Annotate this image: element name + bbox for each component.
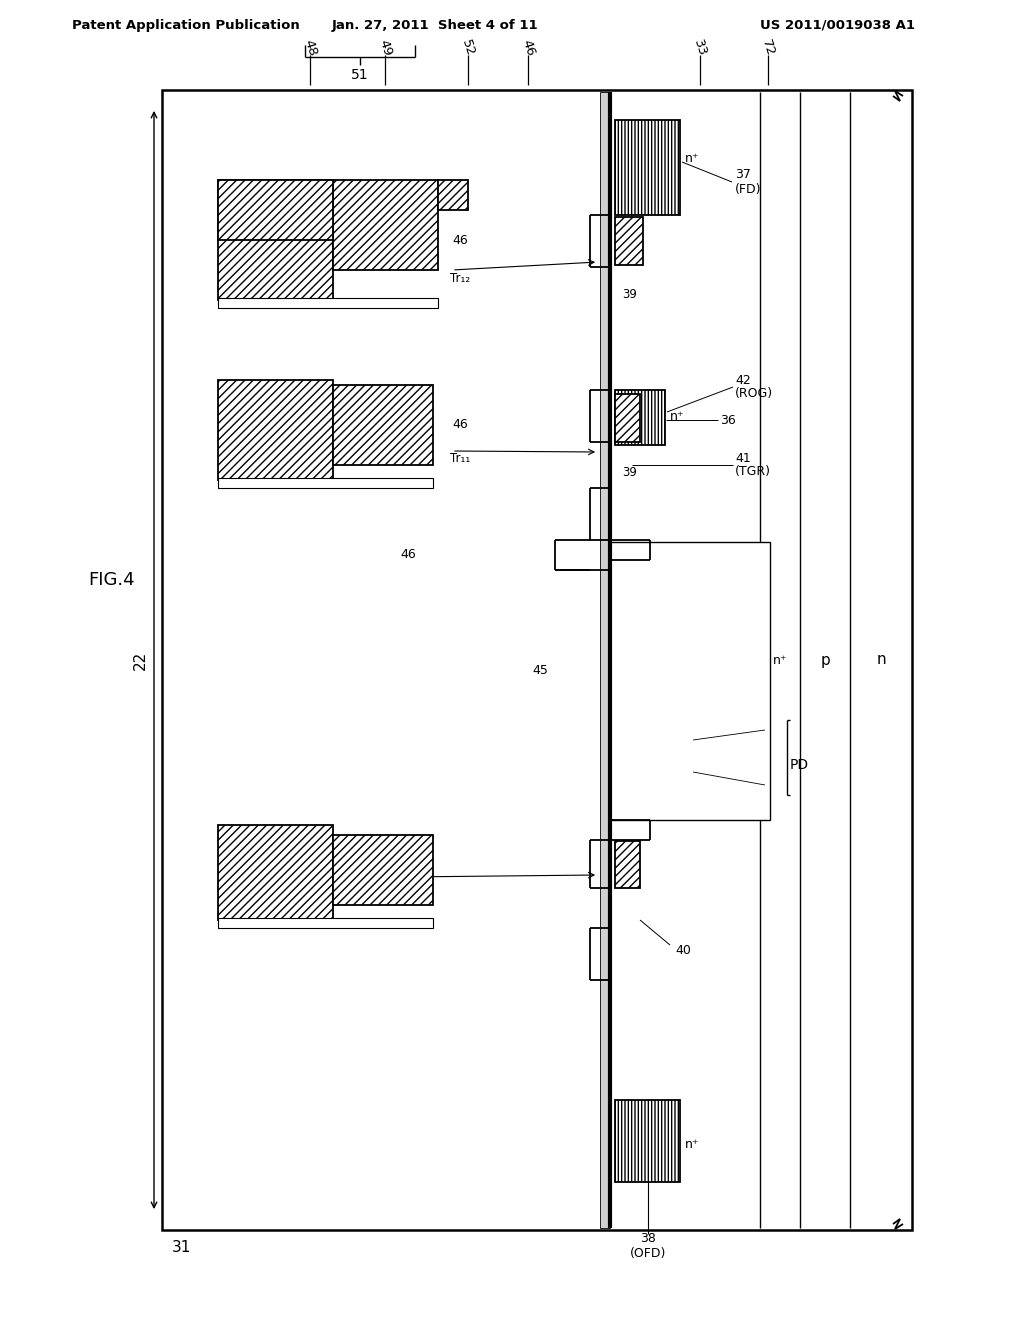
Bar [218, 298, 438, 308]
Text: US 2011/0019038 A1: US 2011/0019038 A1 [760, 18, 915, 32]
Text: 46: 46 [452, 234, 468, 247]
Text: FIG.4: FIG.4 [88, 572, 134, 589]
Text: 22: 22 [132, 651, 147, 669]
Text: 46: 46 [519, 38, 537, 58]
Bar [600, 92, 610, 1228]
Bar [615, 841, 640, 888]
Bar [218, 180, 333, 300]
Text: 38: 38 [640, 1232, 656, 1245]
Text: 46: 46 [400, 858, 416, 871]
Bar [218, 180, 333, 240]
Text: 37: 37 [735, 169, 751, 181]
Bar [615, 393, 640, 442]
Text: 48: 48 [301, 38, 318, 58]
Text: 43: 43 [225, 883, 241, 896]
Text: 36: 36 [720, 413, 736, 426]
Text: 41: 41 [735, 451, 751, 465]
Bar [162, 90, 912, 1230]
Text: Jan. 27, 2011  Sheet 4 of 11: Jan. 27, 2011 Sheet 4 of 11 [332, 18, 539, 32]
Text: n⁺: n⁺ [685, 152, 699, 165]
Text: 34: 34 [695, 766, 711, 779]
Bar [333, 180, 438, 271]
Text: 35: 35 [695, 734, 711, 747]
Bar [615, 389, 665, 445]
Text: (FD): (FD) [735, 183, 762, 197]
Bar [438, 180, 468, 210]
Text: Tr₁₂: Tr₁₂ [450, 272, 470, 285]
Bar [615, 1100, 680, 1181]
Text: 40: 40 [675, 944, 691, 957]
Text: 46: 46 [400, 549, 416, 561]
Text: 39: 39 [622, 289, 637, 301]
Bar [218, 478, 433, 488]
Text: (ROG): (ROG) [735, 388, 773, 400]
Bar [218, 917, 433, 928]
Text: 31: 31 [172, 1241, 191, 1255]
Text: (OFD): (OFD) [630, 1246, 667, 1259]
Bar [164, 92, 910, 1228]
Text: 39: 39 [622, 466, 637, 479]
Bar [333, 836, 433, 906]
Text: 49: 49 [376, 38, 394, 58]
Bar [218, 825, 333, 920]
Bar [610, 92, 910, 1228]
Text: Patent Application Publication: Patent Application Publication [72, 18, 300, 32]
Text: Tr₁₆: Tr₁₆ [400, 876, 420, 890]
Bar [218, 380, 333, 480]
Bar [610, 543, 770, 820]
Text: 72: 72 [759, 38, 777, 58]
Text: 51: 51 [351, 69, 369, 82]
Text: (TGR): (TGR) [735, 466, 771, 479]
Text: PD: PD [790, 758, 809, 772]
Bar [615, 120, 680, 215]
Text: 33: 33 [691, 38, 709, 58]
Text: p: p [820, 652, 829, 668]
Text: 39: 39 [622, 858, 637, 871]
Text: (OFG): (OFG) [217, 899, 249, 909]
Text: 52: 52 [459, 38, 477, 58]
Text: n⁺: n⁺ [670, 411, 684, 424]
Text: p⁺: p⁺ [678, 653, 692, 667]
Bar [333, 385, 433, 465]
Text: 42: 42 [735, 374, 751, 387]
Text: n⁺: n⁺ [773, 653, 787, 667]
Text: 45: 45 [532, 664, 548, 676]
Text: n: n [877, 652, 886, 668]
Text: n⁺: n⁺ [685, 1138, 699, 1151]
Text: 46: 46 [452, 418, 468, 432]
Text: Tr₁₁: Tr₁₁ [450, 451, 470, 465]
Bar [615, 216, 643, 265]
